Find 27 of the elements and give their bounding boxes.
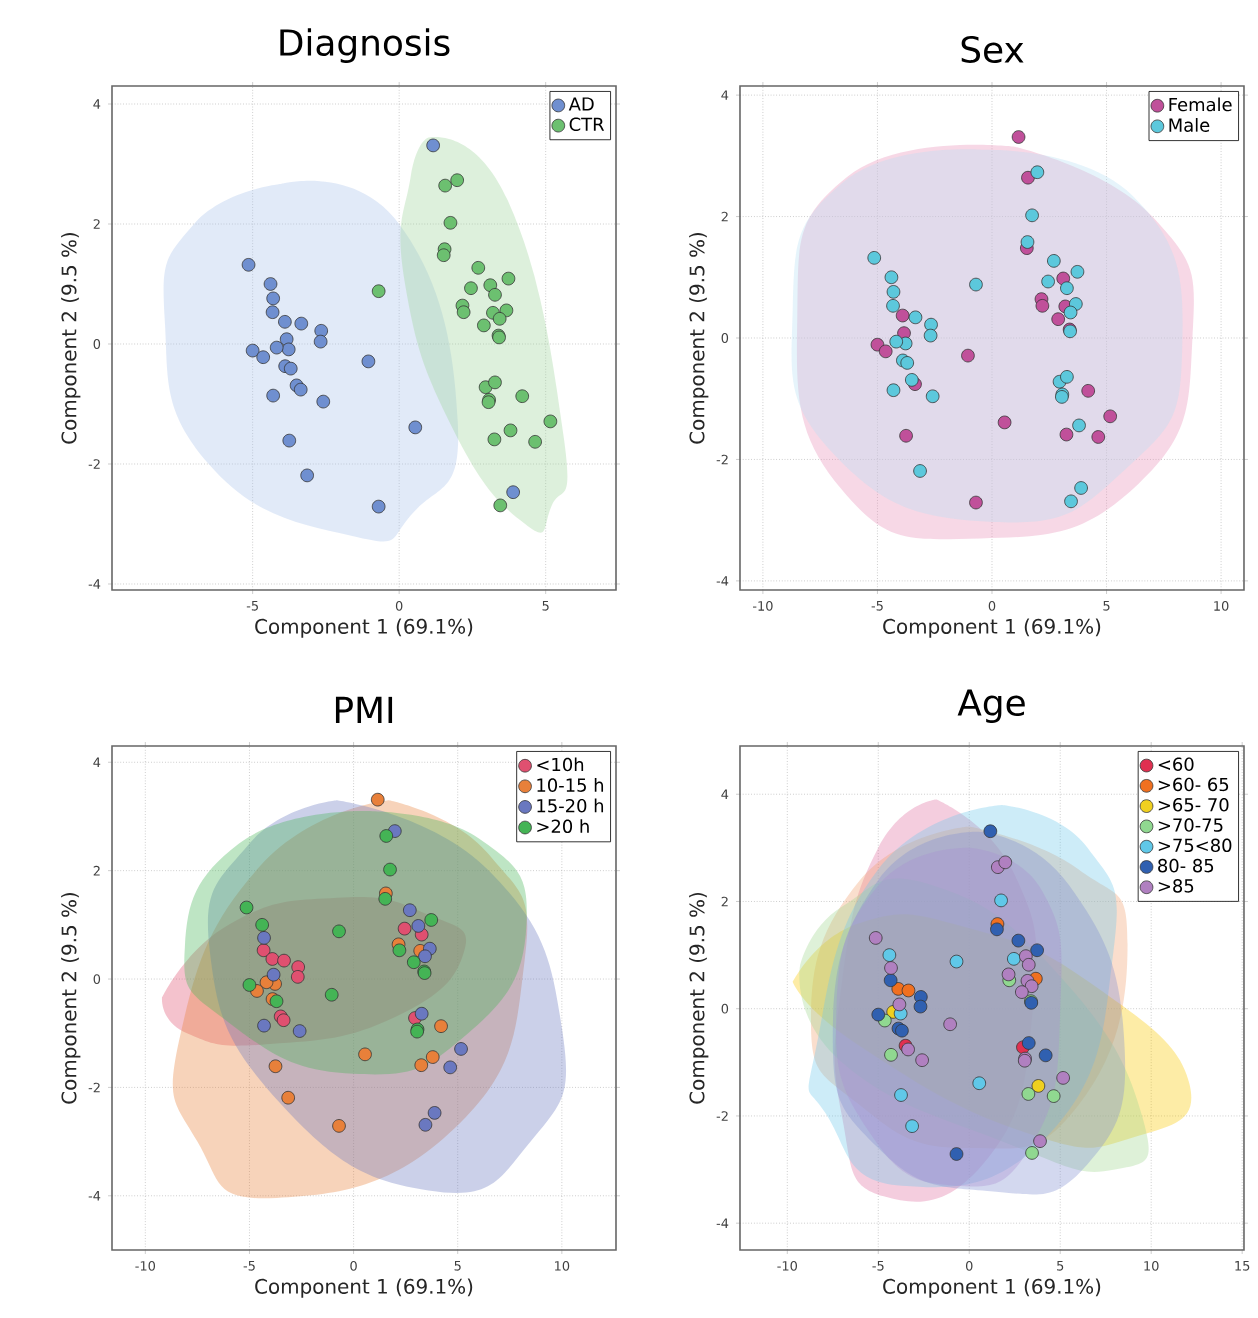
chart-title: Diagnosis — [280, 28, 450, 64]
chart-title: PMI — [336, 696, 393, 724]
y-axis-title: Component 2 (9.5 %) — [689, 232, 709, 444]
legend-label: >85 — [1159, 879, 1194, 893]
legend-label: >60- 65 — [1159, 777, 1229, 792]
legend-label: 15-20 h — [537, 798, 604, 813]
legend-label: CTR — [570, 117, 605, 132]
x-axis-title: Component 1 (69.1%) — [255, 618, 473, 638]
legend-label: 10-15 h — [537, 778, 604, 792]
y-axis-title: Component 2 (9.5 %) — [689, 892, 709, 1104]
y-axis-title: Component 2 (9.5 %) — [61, 232, 81, 444]
chart-title: Age — [958, 689, 1026, 724]
chart-title: Sex — [962, 35, 1025, 63]
legend-label: >65- 70 — [1159, 797, 1229, 812]
x-axis-title: Component 1 (69.1%) — [883, 618, 1101, 638]
legend-label: AD — [569, 97, 595, 111]
legend-label: <10h — [537, 757, 584, 772]
x-axis-title: Component 1 (69.1%) — [255, 1278, 473, 1298]
x-axis-title: Component 1 (69.1%) — [883, 1278, 1101, 1298]
legend-label: >70-75 — [1159, 818, 1223, 832]
y-axis-title: Component 2 (9.5 %) — [61, 892, 81, 1104]
legend-label: 80- 85 — [1158, 858, 1214, 873]
legend-label: >20 h — [537, 819, 590, 834]
legend-label: <60 — [1159, 757, 1195, 771]
legend-label: >75<80 — [1159, 838, 1232, 853]
legend-label: Male — [1169, 118, 1210, 132]
legend-label: Female — [1169, 97, 1233, 112]
